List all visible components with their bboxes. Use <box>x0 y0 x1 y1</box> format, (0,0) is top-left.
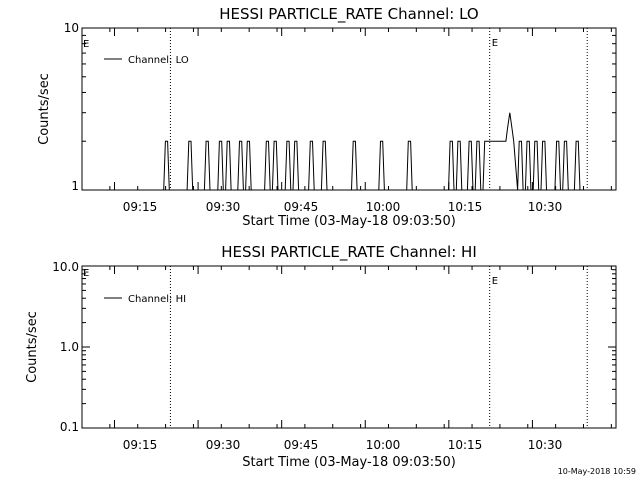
series-line-lo-0 <box>109 112 581 191</box>
left-marker-label-hi: E <box>83 268 89 279</box>
marks-lo: E <box>82 27 616 191</box>
event-marker-label-lo-1: E <box>492 38 498 49</box>
xtick-label-lo-1015: 10:15 <box>448 200 483 214</box>
chart-title-lo: HESSI PARTICLE_RATE Channel: LO <box>219 5 478 24</box>
y-axis-label-lo: Counts/sec <box>37 73 52 145</box>
xtick-label-lo-0930: 09:30 <box>206 200 241 214</box>
ytick-label-lo-10: 10 <box>64 21 79 35</box>
xtick-label-lo-0945: 09:45 <box>284 200 319 214</box>
xtick-label-hi-1030: 10:30 <box>528 438 563 452</box>
y-axis-label-hi: Counts/sec <box>25 311 40 383</box>
chart-title-hi: HESSI PARTICLE_RATE Channel: HI <box>221 243 477 262</box>
event-marker-label-hi-1: E <box>492 276 498 287</box>
xtick-label-lo-1030: 10:30 <box>528 200 563 214</box>
xtick-label-hi-1000: 10:00 <box>366 438 401 452</box>
x-axis-label-lo: Start Time (03-May-18 09:03:50) <box>242 214 456 229</box>
xtick-label-lo-0915: 09:15 <box>123 200 158 214</box>
left-marker-label-lo: E <box>83 39 89 50</box>
xtick-label-hi-0930: 09:30 <box>206 438 241 452</box>
marks-hi: E <box>82 265 616 429</box>
footer-timestamp: 10-May-2018 10:59 <box>558 467 636 476</box>
ytick-label-hi-10: 10.0 <box>52 260 79 274</box>
ytick-label-hi-1: 1.0 <box>60 340 79 354</box>
xtick-label-lo-1000: 10:00 <box>366 200 401 214</box>
legend-label-hi: Channel: HI <box>128 294 186 305</box>
plot-frame-hi <box>81 265 617 429</box>
ytick-label-hi-01: 0.1 <box>60 420 79 434</box>
xtick-label-hi-0945: 09:45 <box>284 438 319 452</box>
legend-label-lo: Channel: LO <box>128 55 189 66</box>
x-axis-label-hi: Start Time (03-May-18 09:03:50) <box>242 455 456 470</box>
plot-frame-lo <box>81 27 617 191</box>
xtick-label-hi-0915: 09:15 <box>123 438 158 452</box>
panel-lo: HESSI PARTICLE_RATE Channel: LO E E Chan… <box>37 5 617 229</box>
panel-hi: HESSI PARTICLE_RATE Channel: HI E E Chan… <box>25 243 617 470</box>
ytick-label-lo-1: 1 <box>71 179 79 193</box>
xtick-label-hi-1015: 10:15 <box>448 438 483 452</box>
